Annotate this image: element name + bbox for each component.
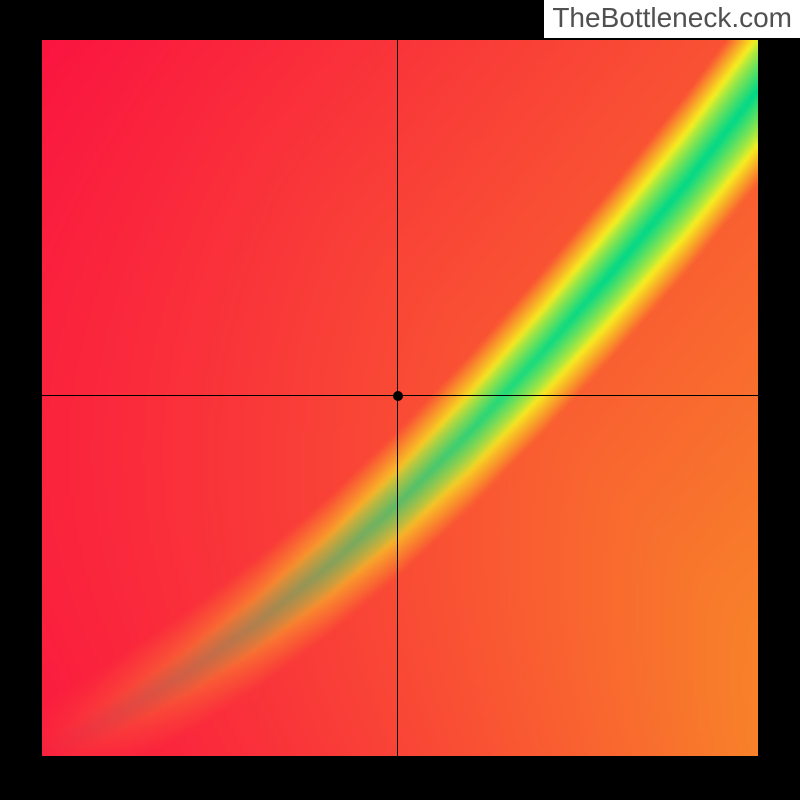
chart-container: TheBottleneck.com [0,0,800,800]
watermark-label: TheBottleneck.com [544,0,800,38]
crosshair-dot [393,391,403,401]
